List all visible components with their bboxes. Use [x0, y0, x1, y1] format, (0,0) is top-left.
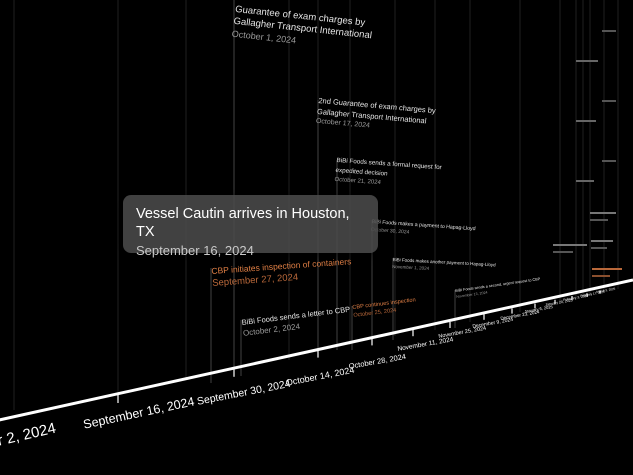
far-event-marker — [553, 251, 573, 253]
far-event-marker — [591, 240, 613, 242]
far-event-marker — [553, 244, 587, 246]
far-event-marker — [602, 160, 616, 162]
timeline-axis — [0, 278, 633, 422]
event-tooltip: Vessel Cautin arrives in Houston, TX Sep… — [123, 195, 378, 258]
far-event-marker — [576, 60, 598, 62]
far-event-marker — [576, 180, 594, 182]
far-event-marker — [602, 100, 616, 102]
far-event-marker — [602, 30, 616, 32]
far-event-marker — [590, 212, 616, 214]
far-event-marker — [592, 268, 622, 270]
tooltip-date: September 16, 2024 — [136, 243, 254, 258]
far-event-marker — [590, 219, 608, 221]
tooltip-title: Vessel Cautin arrives in Houston, TX — [136, 206, 350, 240]
far-event-marker — [576, 120, 596, 122]
far-event-marker — [592, 275, 610, 277]
far-event-marker — [591, 247, 607, 249]
